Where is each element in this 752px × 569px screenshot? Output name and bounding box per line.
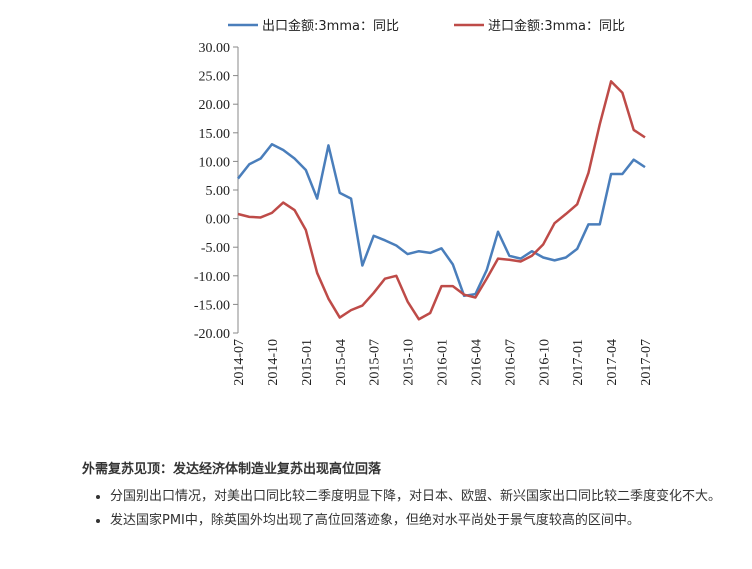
y-tick-label: 15.00 bbox=[199, 127, 231, 142]
bullet-list: 分国别出口情况，对美出口同比较二季度明显下降，对日本、欧盟、新兴国家出口同比较二… bbox=[0, 485, 752, 533]
x-tick-label: 2015-07 bbox=[368, 339, 383, 386]
text-block: 外需复苏见顶：发达经济体制造业复苏出现高位回落 分国别出口情况，对美出口同比较二… bbox=[0, 450, 752, 533]
x-tick-label: 2017-04 bbox=[605, 339, 620, 386]
x-tick-label: 2016-07 bbox=[503, 339, 518, 386]
y-tick-label: 25.00 bbox=[199, 70, 231, 85]
y-tick-label: -20.00 bbox=[194, 327, 230, 342]
y-tick-label: 30.00 bbox=[199, 41, 231, 56]
x-tick-label: 2016-10 bbox=[537, 339, 552, 386]
legend-label: 进口金额:3mma：同比 bbox=[488, 18, 625, 34]
x-tick-label: 2016-01 bbox=[436, 339, 451, 386]
bullet: 分国别出口情况，对美出口同比较二季度明显下降，对日本、欧盟、新兴国家出口同比较二… bbox=[110, 485, 752, 509]
y-tick-label: 20.00 bbox=[199, 98, 231, 113]
x-tick-label: 2015-04 bbox=[334, 339, 349, 386]
x-tick-label: 2017-07 bbox=[639, 339, 654, 386]
x-tick-label: 2017-01 bbox=[571, 339, 586, 386]
y-tick-label: -5.00 bbox=[201, 241, 230, 256]
x-tick-label: 2014-07 bbox=[232, 339, 247, 386]
y-tick-label: 5.00 bbox=[206, 184, 231, 199]
x-tick-label: 2014-10 bbox=[266, 339, 281, 386]
x-tick-label: 2015-01 bbox=[300, 339, 315, 386]
legend-label: 出口金额:3mma：同比 bbox=[262, 18, 399, 34]
series-line bbox=[237, 142, 646, 298]
x-tick-label: 2016-04 bbox=[469, 339, 484, 386]
y-tick-label: -15.00 bbox=[194, 298, 230, 313]
heading: 外需复苏见顶：发达经济体制造业复苏出现高位回落 bbox=[82, 462, 382, 477]
y-tick-label: 10.00 bbox=[199, 155, 231, 170]
y-tick-label: -10.00 bbox=[194, 270, 230, 285]
y-tick-label: 0.00 bbox=[206, 213, 231, 228]
chart: 30.00 25.00 20.00 15.00 10.00 5.00 0.00 -5.00 -1… bbox=[194, 18, 654, 386]
series-line bbox=[237, 80, 646, 321]
bullet: 发达国家PMI中，除英国外均出现了高位回落迹象，但绝对水平尚处于景气度较高的区间… bbox=[110, 509, 752, 533]
x-tick-label: 2015-10 bbox=[402, 339, 417, 386]
